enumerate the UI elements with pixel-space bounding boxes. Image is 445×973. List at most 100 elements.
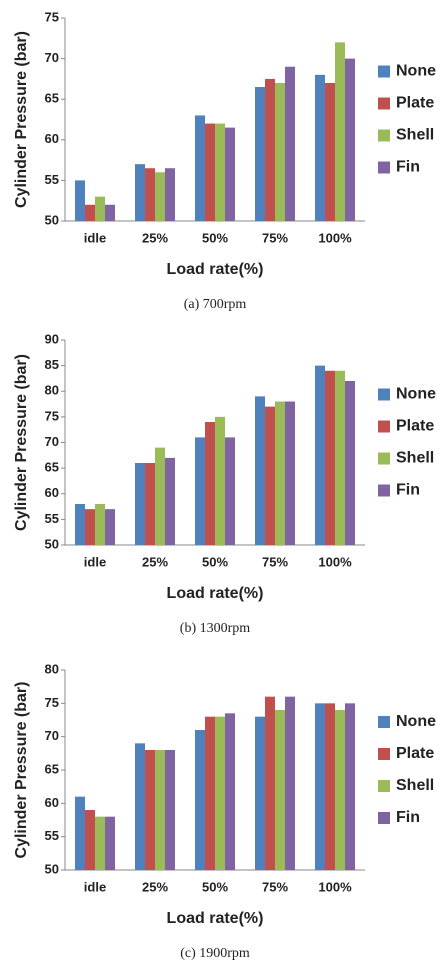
y-tick-label: 70 — [45, 50, 59, 65]
bar — [225, 127, 235, 221]
bar — [85, 810, 95, 870]
x-tick-label: 75% — [262, 554, 288, 569]
bar — [345, 381, 355, 545]
y-tick-label: 65 — [45, 91, 59, 106]
x-tick-label: idle — [84, 230, 106, 245]
bar — [325, 703, 335, 870]
x-tick-label: 50% — [202, 879, 228, 894]
bar — [255, 396, 265, 545]
bar — [315, 74, 325, 221]
bar — [165, 457, 175, 545]
legend-label: Shell — [396, 127, 434, 144]
y-tick-label: 75 — [45, 9, 59, 24]
y-tick-label: 85 — [45, 357, 59, 372]
y-tick-label: 80 — [45, 661, 59, 676]
legend-label: Shell — [396, 777, 434, 794]
caption: (b) 1300rpm — [180, 621, 250, 636]
bar — [85, 204, 95, 221]
legend-swatch — [378, 161, 390, 174]
y-tick-label: 60 — [45, 131, 59, 146]
bar — [105, 204, 115, 221]
bar — [95, 196, 105, 221]
bar — [285, 66, 295, 221]
bar — [205, 716, 215, 870]
x-tick-label: 100% — [318, 230, 352, 245]
legend-label: Plate — [396, 745, 434, 762]
x-tick-label: 100% — [318, 554, 352, 569]
bar — [195, 730, 205, 870]
y-tick-label: 55 — [45, 828, 59, 843]
y-tick-label: 70 — [45, 434, 59, 449]
x-tick-label: 50% — [202, 554, 228, 569]
bar — [155, 750, 165, 870]
y-tick-label: 50 — [45, 212, 59, 227]
legend-label: None — [396, 63, 436, 80]
legend-swatch — [378, 484, 390, 497]
bar — [75, 504, 85, 545]
bar — [345, 58, 355, 221]
bar — [135, 164, 145, 221]
bar — [335, 710, 345, 870]
bar — [145, 463, 155, 545]
bar — [145, 168, 155, 221]
x-tick-label: 25% — [142, 554, 168, 569]
y-tick-label: 90 — [45, 331, 59, 346]
legend-swatch — [378, 388, 390, 401]
legend-swatch — [378, 716, 390, 728]
bar — [325, 370, 335, 545]
legend-swatch — [378, 812, 390, 824]
bar — [215, 123, 225, 221]
y-tick-label: 50 — [45, 536, 59, 551]
bar — [285, 696, 295, 870]
bar — [165, 750, 175, 870]
y-axis-label: Cylinder Pressure (bar) — [13, 682, 30, 859]
bar — [155, 172, 165, 221]
bar — [205, 422, 215, 545]
legend-swatch — [378, 129, 390, 142]
bar — [265, 78, 275, 222]
x-tick-label: idle — [84, 554, 106, 569]
x-axis-label: Load rate(%) — [167, 910, 264, 927]
legend-label: Fin — [396, 809, 420, 826]
y-tick-label: 50 — [45, 861, 59, 876]
x-tick-label: 25% — [142, 230, 168, 245]
bar — [105, 816, 115, 870]
legend-label: Shell — [396, 450, 434, 467]
bar — [95, 816, 105, 870]
bar — [255, 87, 265, 222]
legend-label: None — [396, 713, 436, 730]
legend-label: None — [396, 386, 436, 403]
caption: (c) 1900rpm — [180, 946, 250, 961]
bar — [75, 796, 85, 870]
legend-label: Plate — [396, 418, 434, 435]
y-tick-label: 55 — [45, 172, 59, 187]
legend-swatch — [378, 97, 390, 110]
y-tick-label: 60 — [45, 485, 59, 500]
bar — [135, 463, 145, 545]
bar — [285, 401, 295, 545]
y-tick-label: 65 — [45, 761, 59, 776]
bar — [265, 696, 275, 870]
bar — [195, 437, 205, 545]
caption: (a) 700rpm — [184, 297, 247, 312]
legend-label: Fin — [396, 159, 420, 176]
legend-swatch — [378, 748, 390, 760]
bar — [335, 42, 345, 221]
x-tick-label: idle — [84, 879, 106, 894]
bar — [315, 703, 325, 870]
legend-label: Fin — [396, 482, 420, 499]
x-tick-label: 25% — [142, 879, 168, 894]
bar — [255, 716, 265, 870]
y-tick-label: 55 — [45, 511, 59, 526]
y-tick-label: 75 — [45, 695, 59, 710]
x-tick-label: 50% — [202, 230, 228, 245]
bar — [95, 504, 105, 545]
bar — [275, 710, 285, 870]
y-tick-label: 65 — [45, 460, 59, 475]
bar — [145, 750, 155, 870]
bar — [325, 82, 335, 222]
legend-swatch — [378, 780, 390, 792]
bar — [225, 713, 235, 870]
bar — [265, 406, 275, 545]
